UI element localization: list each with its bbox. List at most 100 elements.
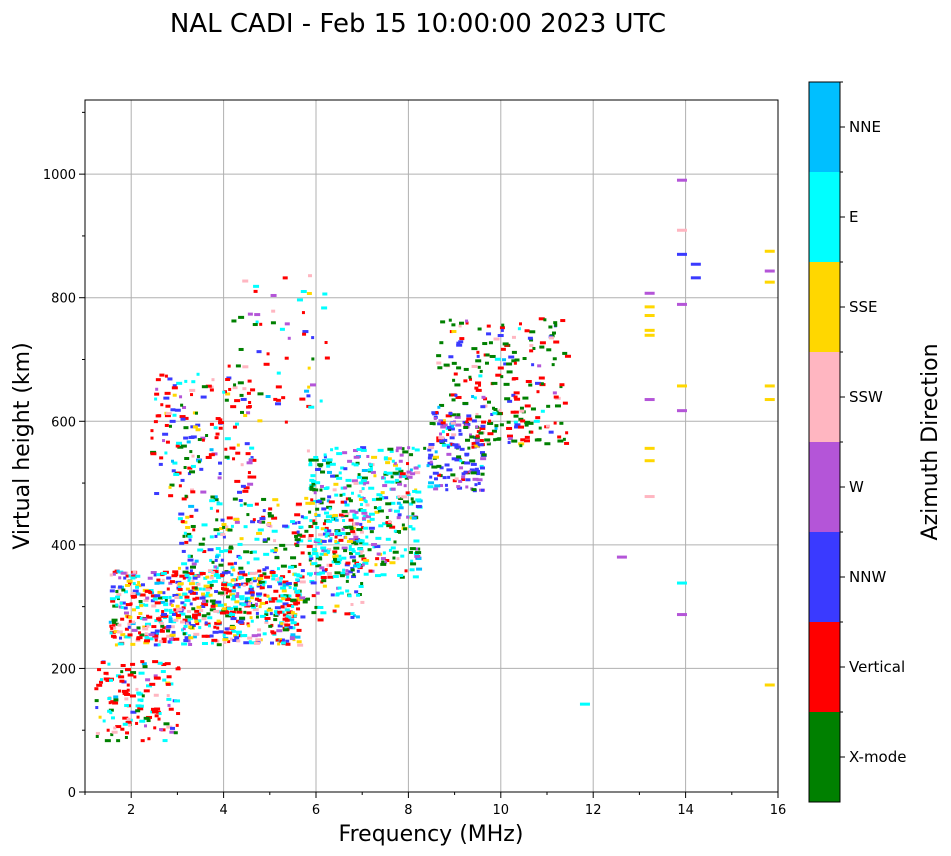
data-point — [475, 359, 482, 363]
data-point — [459, 321, 465, 325]
data-point — [401, 495, 408, 499]
data-point — [135, 574, 141, 578]
data-point — [405, 491, 410, 495]
data-point — [437, 366, 443, 370]
data-point — [500, 375, 504, 379]
data-point — [374, 563, 378, 567]
data-point — [529, 344, 534, 348]
data-point — [445, 414, 452, 418]
data-point — [439, 439, 445, 443]
data-point — [764, 398, 775, 402]
data-point — [478, 383, 482, 387]
data-point — [479, 426, 486, 430]
data-point — [124, 668, 131, 672]
data-point — [224, 447, 228, 451]
data-point — [130, 671, 137, 675]
data-point — [194, 620, 199, 624]
data-point — [274, 612, 278, 616]
data-point — [155, 387, 159, 391]
data-point — [307, 551, 311, 555]
data-point — [208, 593, 213, 597]
data-point — [513, 395, 518, 399]
data-point — [183, 624, 188, 628]
data-point — [291, 612, 298, 616]
data-point — [248, 400, 252, 404]
data-point — [308, 274, 313, 278]
data-point — [244, 591, 251, 595]
data-point — [539, 341, 546, 345]
data-point — [184, 636, 191, 640]
data-point — [236, 443, 240, 447]
data-point — [105, 678, 110, 682]
data-point — [253, 641, 260, 645]
data-point — [324, 534, 328, 538]
data-point — [186, 532, 192, 536]
data-point — [438, 436, 445, 440]
data-point — [257, 577, 264, 581]
data-point — [406, 462, 410, 466]
data-point — [160, 614, 164, 618]
data-point — [252, 579, 257, 583]
data-point — [272, 548, 279, 552]
data-point — [308, 460, 312, 464]
data-point — [676, 384, 687, 388]
data-point — [155, 710, 161, 714]
data-point — [451, 323, 456, 327]
data-point — [121, 588, 126, 592]
data-point — [411, 500, 416, 504]
data-point — [366, 454, 370, 458]
data-point — [197, 548, 204, 552]
data-point — [343, 514, 349, 518]
data-point — [676, 581, 687, 585]
data-point — [187, 472, 191, 476]
data-point — [315, 526, 320, 530]
data-point — [385, 515, 389, 519]
data-point — [483, 397, 488, 401]
data-point — [508, 355, 515, 359]
colorbar-label: NNW — [849, 568, 886, 586]
data-point — [173, 731, 178, 735]
data-point — [115, 725, 122, 729]
data-point — [179, 612, 186, 616]
data-point — [334, 571, 341, 575]
data-point — [486, 332, 492, 336]
data-point — [238, 595, 245, 599]
data-point — [475, 434, 480, 438]
data-point — [282, 617, 288, 621]
data-point — [160, 403, 164, 407]
data-point — [368, 463, 373, 467]
data-point — [195, 428, 201, 432]
data-point — [360, 563, 364, 567]
data-point — [247, 624, 251, 628]
data-point — [170, 726, 176, 730]
data-point — [401, 523, 405, 527]
data-point — [383, 456, 388, 460]
data-point — [427, 445, 434, 449]
data-point — [321, 579, 327, 583]
data-point — [246, 411, 251, 415]
data-point — [399, 575, 405, 579]
data-point — [106, 728, 110, 732]
data-point — [454, 415, 461, 419]
data-point — [128, 619, 132, 623]
data-point — [270, 321, 276, 325]
data-point — [474, 386, 479, 390]
y-tick-label: 800 — [51, 292, 76, 307]
data-point — [429, 475, 433, 479]
data-point — [237, 381, 244, 385]
data-point — [215, 432, 220, 436]
data-point — [404, 569, 408, 573]
data-point — [478, 431, 484, 435]
data-point — [150, 631, 157, 635]
data-point — [259, 574, 264, 578]
data-point — [546, 404, 551, 408]
data-point — [511, 439, 518, 443]
data-point — [113, 695, 119, 699]
data-point — [473, 396, 477, 400]
data-point — [329, 537, 333, 541]
data-point — [199, 467, 204, 471]
data-point — [309, 557, 314, 561]
data-point — [102, 719, 106, 723]
data-point — [247, 379, 252, 383]
data-point — [367, 519, 372, 523]
